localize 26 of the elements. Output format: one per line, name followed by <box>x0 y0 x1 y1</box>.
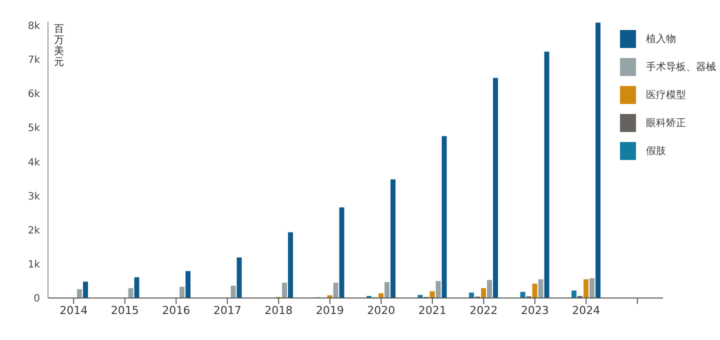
x-tick-label: 2016 <box>162 304 190 317</box>
legend-label: 医疗模型 <box>646 88 686 102</box>
x-tick-label: 2019 <box>316 304 344 317</box>
x-tick-label: 2014 <box>60 304 88 317</box>
legend-label: 眼科矫正 <box>646 116 686 130</box>
x-tick-label: 2017 <box>213 304 242 317</box>
y-tick-label: 5k <box>28 123 40 134</box>
y-tick-label: 4k <box>28 157 40 168</box>
x-tick-label: 2018 <box>264 304 293 317</box>
y-tick-label: 2k <box>28 225 40 236</box>
legend-label: 手术导板、器械 <box>646 60 716 74</box>
y-tick-label: 3k <box>28 191 40 202</box>
y-tick-label: 1k <box>28 259 40 270</box>
y-tick-label: 7k <box>28 55 40 66</box>
y-axis-title: 百万美元 <box>54 24 64 68</box>
y-tick-label: 6k <box>28 89 40 100</box>
x-tick-label: 2020 <box>367 304 396 317</box>
x-tick-label: 2021 <box>418 304 446 317</box>
x-tick-label: 2024 <box>572 304 600 317</box>
x-tick-label: 2023 <box>520 304 549 317</box>
y-tick-label: 8k <box>28 20 40 32</box>
legend-label: 假肢 <box>646 144 666 158</box>
x-tick-label: 2022 <box>470 304 498 317</box>
y-tick-label: 0 <box>34 294 40 305</box>
legend-label: 植入物 <box>646 32 676 46</box>
x-tick-label: 2015 <box>110 304 139 317</box>
